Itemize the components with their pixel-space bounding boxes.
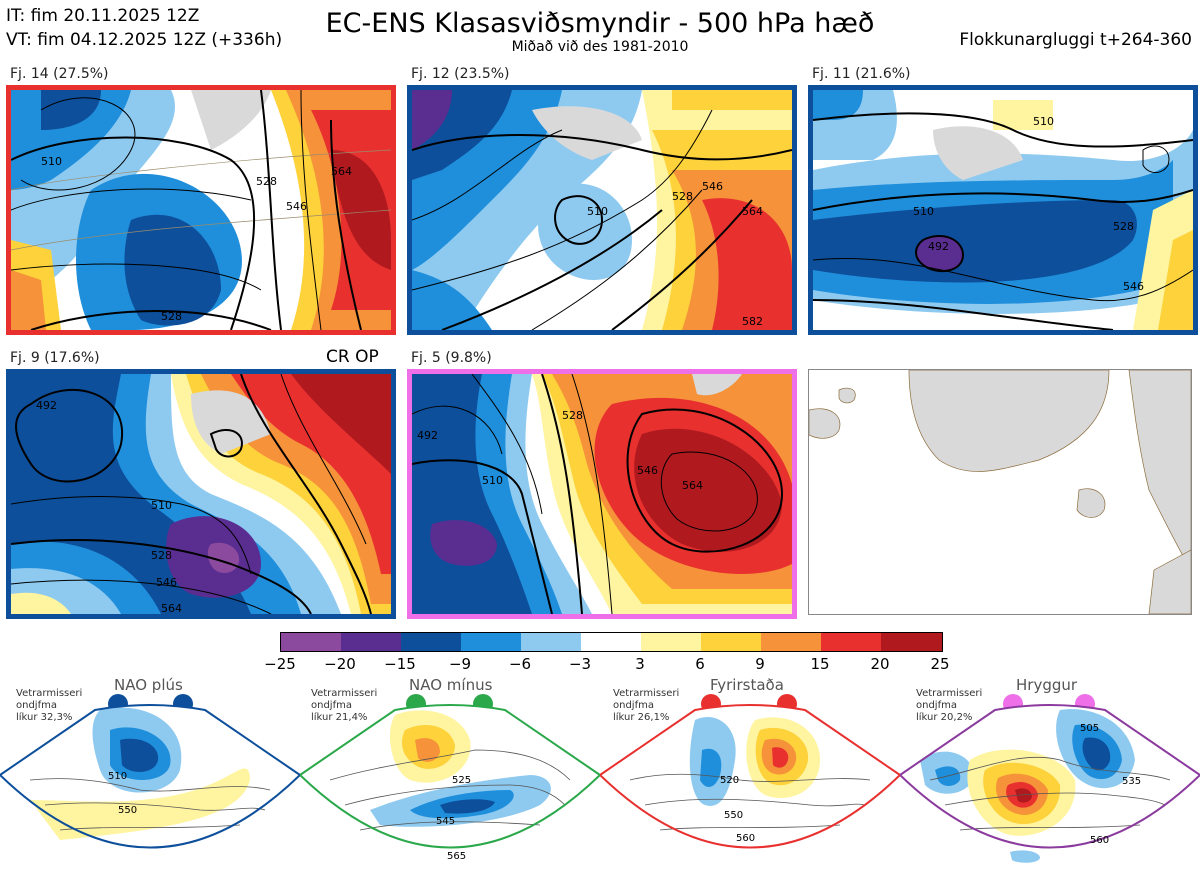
contour-label: 564: [682, 479, 703, 492]
contour-label: 528: [1113, 220, 1134, 233]
colorbar-swatch: [521, 633, 581, 651]
colorbar-tick: 9: [755, 655, 765, 673]
regime-map-nao-plus: 510 550: [0, 694, 300, 849]
contour-label: 510: [1033, 115, 1054, 128]
contour-label: 546: [286, 200, 307, 213]
regime-map-nao-minus: 525 545 565: [300, 694, 600, 862]
colorbar-tick: −15: [384, 655, 416, 673]
colorbar-swatch: [881, 633, 942, 651]
panel-label-1: Fj. 14 (27.5%): [10, 66, 109, 82]
regime-contour: 565: [447, 851, 466, 862]
regime-contour: 545: [436, 816, 455, 827]
colorbar-swatch: [461, 633, 521, 651]
basemap-land: [809, 370, 1191, 614]
regime-note: Vetrarmisseri ondjfma líkur 26,1%: [613, 688, 680, 723]
contour-label: 510: [913, 205, 934, 218]
regime-frame: [0, 704, 300, 849]
anomaly-field: 510 528 546 564 582: [412, 90, 792, 330]
valid-time: VT: fim 04.12.2025 12Z (+336h): [6, 30, 283, 50]
contour-label: 528: [562, 409, 583, 422]
regime-contour: 505: [1080, 723, 1099, 734]
colorbar-tick: 20: [870, 655, 890, 673]
cluster-map-3: 510 492 528 546 510: [808, 85, 1198, 335]
regime-frame: [600, 704, 900, 849]
regime-title-nao-plus: NAO plús: [114, 676, 183, 694]
panel-label-5: Fj. 5 (9.8%): [411, 350, 492, 366]
contour-label: 528: [161, 310, 182, 323]
colorbar-swatch: [281, 633, 341, 651]
colorbar-swatch: [701, 633, 761, 651]
colorbar-tick: −9: [448, 655, 472, 673]
regime-contour: 510: [108, 771, 127, 782]
page-subtitle: Miðað við des 1981-2010: [511, 39, 689, 55]
colorbar-swatch: [821, 633, 881, 651]
classification-window: Flokkunargluggi t+264-360: [959, 30, 1192, 50]
regime-note: Vetrarmisseri ondjfma líkur 20,2%: [916, 688, 983, 723]
colorbar-tick: −3: [568, 655, 592, 673]
contour-label: 546: [156, 576, 177, 589]
colorbar-swatch: [641, 633, 701, 651]
contour-label: 546: [702, 180, 723, 193]
contour-label: 510: [41, 155, 62, 168]
colorbar-tick: 6: [695, 655, 705, 673]
panel-label-2: Fj. 12 (23.5%): [411, 66, 510, 82]
contour-label: 510: [482, 474, 503, 487]
contour-label: 564: [161, 602, 182, 614]
regime-contour: 560: [736, 833, 755, 844]
cluster-map-4: 492 510 528 546 564: [6, 369, 396, 619]
colorbar-swatch: [341, 633, 401, 651]
panel-label-4: Fj. 9 (17.6%): [10, 350, 100, 366]
regime-map-fyrirstada: 520 550 560: [600, 694, 900, 849]
page-title: EC-ENS Klasasviðsmyndir - 500 hPa hæð: [325, 8, 875, 39]
cluster-map-5: 492 528 546 564 510: [407, 369, 797, 619]
contour-label: 510: [151, 499, 172, 512]
colorbar-tick: −6: [508, 655, 532, 673]
regime-title-nao-minus: NAO mínus: [409, 676, 493, 694]
regime-contour: 560: [1090, 835, 1109, 846]
colorbar-tick: 25: [930, 655, 950, 673]
colorbar-tick: −25: [264, 655, 296, 673]
contour-label: 528: [256, 175, 277, 188]
colorbar-swatch: [401, 633, 461, 651]
anomaly-field: 510 528 546 564 528: [11, 90, 391, 330]
colorbar-tick: −20: [324, 655, 356, 673]
cluster-map-2: 510 528 546 564 582: [407, 85, 797, 335]
regime-title-hryggur: Hryggur: [1016, 676, 1078, 694]
regime-contour: 550: [118, 805, 137, 816]
colorbar-swatch: [761, 633, 821, 651]
anomaly-field: 492 528 546 564 510: [412, 374, 792, 614]
regime-contour: 520: [720, 775, 739, 786]
contour-label: 528: [151, 549, 172, 562]
anomaly-field: 492 510 528 546 564: [11, 374, 391, 614]
regime-contour: 550: [724, 810, 743, 821]
regime-note: Vetrarmisseri ondjfma líkur 21,4%: [311, 688, 378, 723]
contour-label: 564: [331, 165, 352, 178]
contour-label: 510: [587, 205, 608, 218]
contour-label: 492: [417, 429, 438, 442]
cluster-map-1: 510 528 546 564 528: [6, 85, 396, 335]
empty-basemap: [808, 369, 1192, 615]
contour-label: 528: [672, 190, 693, 203]
regime-contour: 535: [1122, 776, 1141, 787]
contour-label: 564: [742, 205, 763, 218]
contour-label: 492: [928, 240, 949, 253]
panel-label-3: Fj. 11 (21.6%): [812, 66, 911, 82]
anomaly-field: 510 492 528 546 510: [813, 90, 1193, 330]
colorbar-swatch: [581, 633, 641, 651]
regime-title-fyrirstada: Fyrirstaða: [710, 676, 784, 694]
regime-note: Vetrarmisseri ondjfma líkur 32,3%: [16, 688, 83, 723]
regime-contour: 525: [452, 775, 471, 786]
crop-label: CR OP: [326, 347, 379, 367]
colorbar-tick: 3: [635, 655, 645, 673]
init-time: IT: fim 20.11.2025 12Z: [6, 6, 200, 26]
regime-frame: [900, 704, 1200, 849]
colorbar-tick: 15: [810, 655, 830, 673]
regime-map-hryggur: 505 535 560: [900, 694, 1200, 863]
contour-label: 546: [1123, 280, 1144, 293]
anomaly-colorbar: [280, 632, 943, 652]
contour-label: 492: [36, 399, 57, 412]
contour-label: 546: [637, 464, 658, 477]
contour-label: 582: [742, 315, 763, 328]
regime-frame: [300, 704, 600, 849]
